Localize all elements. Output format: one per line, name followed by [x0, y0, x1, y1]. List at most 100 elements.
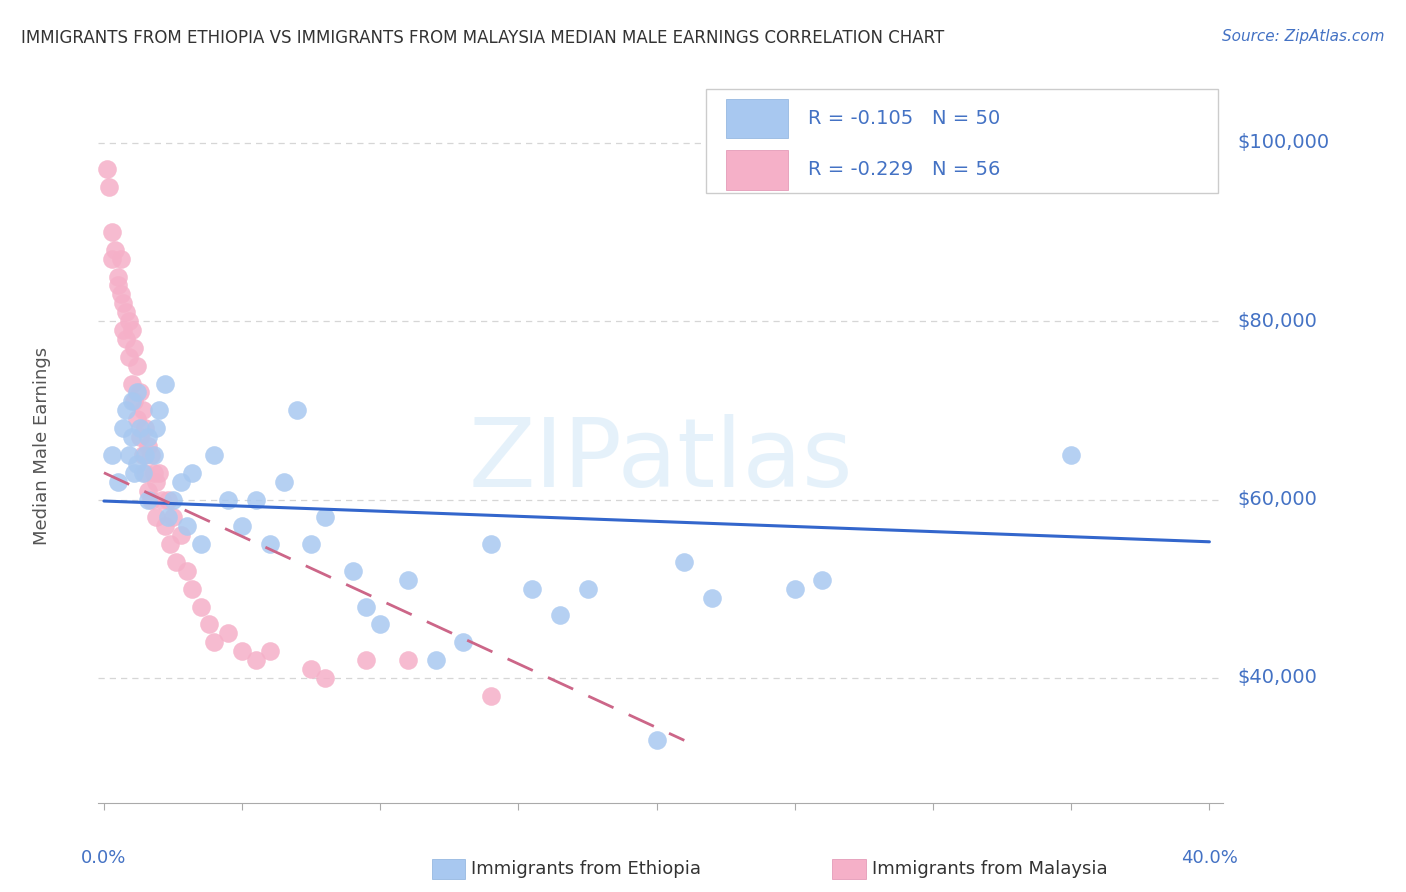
- Point: [148, 466, 170, 480]
- Point: [98, 180, 121, 194]
- Point: [156, 492, 179, 507]
- Point: [121, 323, 143, 337]
- Point: [134, 466, 156, 480]
- Text: Immigrants from Ethiopia: Immigrants from Ethiopia: [471, 860, 702, 878]
- Point: [139, 492, 162, 507]
- Point: [110, 252, 132, 266]
- Point: [259, 537, 281, 551]
- Point: [142, 466, 165, 480]
- Point: [314, 510, 336, 524]
- Text: $80,000: $80,000: [1237, 311, 1317, 331]
- Point: [314, 671, 336, 685]
- Point: [127, 359, 149, 373]
- Point: [342, 564, 364, 578]
- Point: [176, 519, 198, 533]
- Point: [231, 519, 253, 533]
- Point: [107, 278, 129, 293]
- Point: [231, 644, 253, 658]
- Point: [396, 573, 419, 587]
- Point: [190, 599, 212, 614]
- Point: [673, 555, 696, 569]
- Point: [245, 653, 267, 667]
- Point: [115, 403, 138, 417]
- Point: [121, 430, 143, 444]
- Point: [162, 492, 184, 507]
- Point: [96, 162, 118, 177]
- Point: [479, 689, 502, 703]
- Point: [124, 341, 146, 355]
- Point: [548, 608, 571, 623]
- Point: [170, 528, 193, 542]
- Point: [112, 421, 135, 435]
- FancyBboxPatch shape: [706, 89, 1218, 193]
- Point: [153, 519, 176, 533]
- Point: [245, 492, 267, 507]
- Text: R = -0.105   N = 50: R = -0.105 N = 50: [808, 109, 1001, 128]
- Point: [136, 492, 159, 507]
- Point: [112, 296, 135, 310]
- Point: [107, 269, 129, 284]
- Point: [165, 555, 187, 569]
- Text: $100,000: $100,000: [1237, 133, 1329, 153]
- Text: 40.0%: 40.0%: [1181, 849, 1237, 867]
- Point: [576, 582, 599, 596]
- Point: [396, 653, 419, 667]
- Point: [127, 457, 149, 471]
- Point: [811, 573, 834, 587]
- Point: [131, 466, 153, 480]
- Point: [204, 635, 226, 649]
- Point: [273, 475, 295, 489]
- Point: [425, 653, 447, 667]
- Point: [112, 323, 135, 337]
- Point: [145, 510, 167, 524]
- Point: [121, 394, 143, 409]
- Point: [145, 421, 167, 435]
- Point: [145, 475, 167, 489]
- Point: [101, 225, 124, 239]
- Point: [356, 599, 378, 614]
- Point: [217, 492, 239, 507]
- Point: [139, 448, 162, 462]
- Point: [162, 510, 184, 524]
- Text: ZIPatlas: ZIPatlas: [468, 414, 853, 507]
- Point: [259, 644, 281, 658]
- Text: Source: ZipAtlas.com: Source: ZipAtlas.com: [1222, 29, 1385, 44]
- Point: [181, 582, 204, 596]
- Point: [299, 662, 322, 676]
- Point: [127, 385, 149, 400]
- Text: R = -0.229   N = 56: R = -0.229 N = 56: [808, 161, 1001, 179]
- Text: IMMIGRANTS FROM ETHIOPIA VS IMMIGRANTS FROM MALAYSIA MEDIAN MALE EARNINGS CORREL: IMMIGRANTS FROM ETHIOPIA VS IMMIGRANTS F…: [21, 29, 945, 46]
- Point: [217, 626, 239, 640]
- Point: [148, 403, 170, 417]
- Point: [299, 537, 322, 551]
- Bar: [725, 150, 787, 190]
- Point: [131, 448, 153, 462]
- Point: [101, 252, 124, 266]
- Point: [134, 448, 156, 462]
- Point: [142, 448, 165, 462]
- Point: [204, 448, 226, 462]
- Bar: [725, 98, 787, 138]
- Point: [124, 394, 146, 409]
- Point: [118, 448, 141, 462]
- Point: [136, 483, 159, 498]
- Point: [124, 466, 146, 480]
- Point: [134, 421, 156, 435]
- Point: [451, 635, 474, 649]
- Point: [645, 733, 668, 747]
- Point: [128, 385, 150, 400]
- Text: Immigrants from Malaysia: Immigrants from Malaysia: [872, 860, 1108, 878]
- Text: 0.0%: 0.0%: [82, 849, 127, 867]
- Point: [190, 537, 212, 551]
- Point: [118, 314, 141, 328]
- Point: [128, 430, 150, 444]
- Point: [170, 475, 193, 489]
- Point: [115, 305, 138, 319]
- Point: [176, 564, 198, 578]
- Point: [522, 582, 544, 596]
- Point: [104, 243, 127, 257]
- Point: [198, 617, 221, 632]
- Point: [128, 421, 150, 435]
- Point: [153, 376, 176, 391]
- Point: [1060, 448, 1083, 462]
